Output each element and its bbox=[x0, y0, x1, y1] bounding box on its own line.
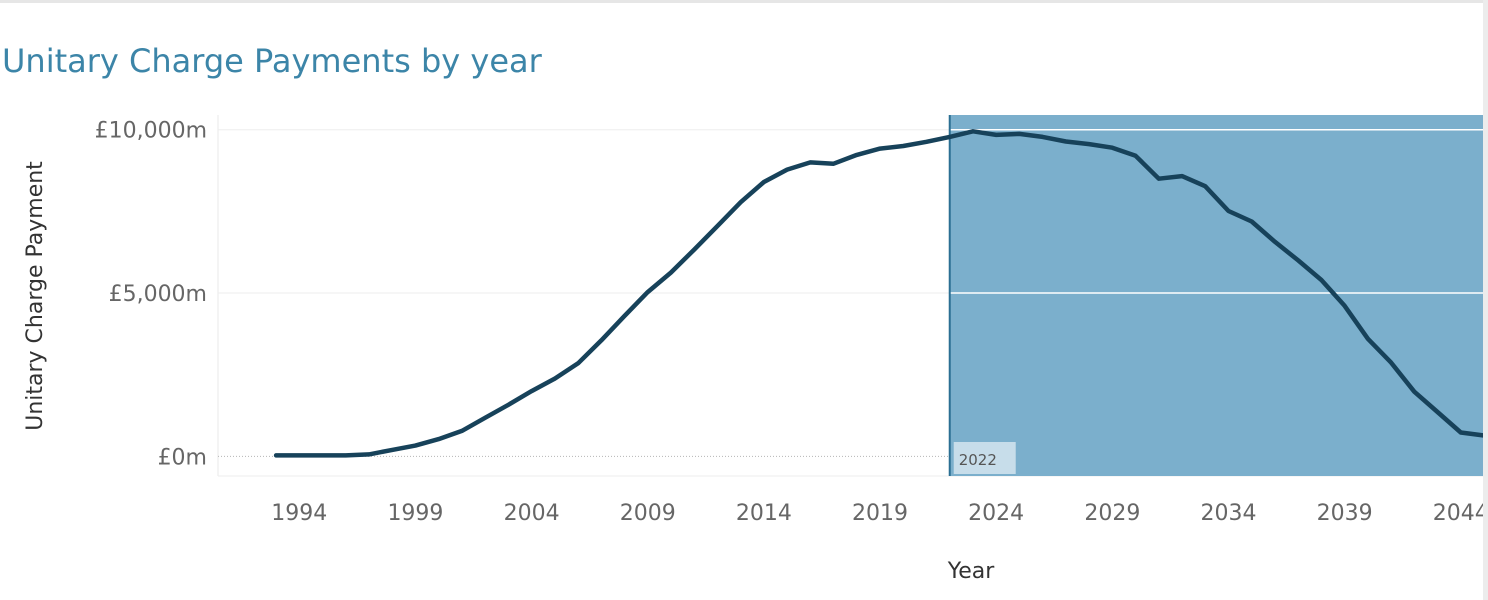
x-tick-label: 1994 bbox=[271, 501, 327, 526]
reference-label-box bbox=[953, 442, 1016, 474]
line-layer bbox=[273, 129, 1487, 458]
tick-layer: £0m £5,000m £10,000m 1994 1999 2004 2009 2014 20… bbox=[95, 119, 1488, 526]
x-tick-label: 2034 bbox=[1200, 501, 1256, 526]
y-axis-title: Unitary Charge Payment bbox=[23, 161, 48, 431]
x-tick-label: 1999 bbox=[387, 501, 443, 526]
x-tick-label: 2024 bbox=[968, 501, 1024, 526]
x-tick-label: 2009 bbox=[620, 501, 676, 526]
x-tick-label: 2029 bbox=[1084, 501, 1140, 526]
y-tick-label: £10,000m bbox=[95, 119, 207, 144]
top-border bbox=[0, 0, 1488, 3]
chart-title: Unitary Charge Payments by year bbox=[2, 42, 542, 80]
x-tick-label: 2014 bbox=[736, 501, 792, 526]
series-line bbox=[273, 129, 1487, 458]
x-tick-label: 2039 bbox=[1317, 501, 1373, 526]
highlight-region bbox=[949, 115, 1484, 476]
x-tick-label: 2019 bbox=[852, 501, 908, 526]
x-axis-title: Year bbox=[947, 559, 996, 584]
scrollbar[interactable] bbox=[1483, 0, 1488, 600]
highlight-layer: 2022 bbox=[948, 115, 1484, 476]
x-tick-label: 2044 bbox=[1433, 501, 1488, 526]
x-tick-label: 2004 bbox=[504, 501, 560, 526]
y-tick-label: £0m bbox=[158, 445, 207, 470]
y-tick-label: £5,000m bbox=[109, 282, 207, 307]
reference-label: 2022 bbox=[959, 451, 997, 469]
